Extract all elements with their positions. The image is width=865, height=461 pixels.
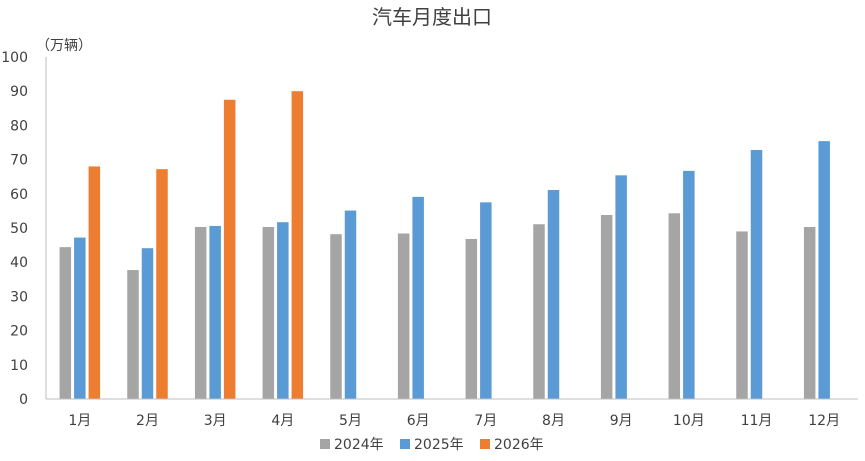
bar-2025年-7月 [480, 202, 492, 399]
legend-swatch [480, 439, 490, 449]
legend-swatch [320, 439, 330, 449]
bar-2024年-11月 [736, 231, 748, 399]
y-tick-label: 50 [10, 221, 28, 237]
x-tick-label: 9月 [610, 413, 633, 429]
legend: 2024年 2025年 2026年 [320, 437, 544, 453]
y-tick-label: 60 [10, 187, 28, 203]
legend-label: 2026年 [494, 437, 544, 453]
x-tick-label: 3月 [204, 413, 227, 429]
bar-2026年-3月 [223, 99, 236, 399]
x-tick-label: 8月 [542, 413, 565, 429]
bar-2026年-4月 [291, 91, 304, 399]
x-tick-label: 7月 [474, 413, 497, 429]
y-tick-label: 40 [10, 255, 28, 271]
y-tick-label: 100 [1, 50, 28, 66]
x-tick-label: 10月 [673, 413, 705, 429]
bar-2026年-1月 [88, 166, 101, 399]
bar-2025年-1月 [74, 237, 86, 399]
bar-2025年-12月 [818, 141, 830, 399]
bar-2024年-8月 [533, 224, 545, 399]
legend-label: 2024年 [334, 437, 384, 453]
bar-2024年-5月 [330, 234, 342, 399]
bar-2025年-4月 [277, 222, 289, 399]
bar-2024年-2月 [127, 270, 139, 399]
bar-2025年-5月 [344, 210, 357, 399]
legend-label: 2025年 [414, 437, 464, 453]
y-tick-label: 10 [10, 358, 28, 374]
x-tick-labels: 1月 2月 3月 4月 5月 6月 7月 8月 9月 10月 11月 12月 [68, 413, 840, 429]
x-tick-label: 11月 [741, 413, 773, 429]
bars [59, 91, 830, 399]
y-tick-label: 70 [10, 153, 28, 169]
x-tick-label: 5月 [339, 413, 362, 429]
bar-2025年-11月 [750, 150, 763, 399]
y-tick-labels: 0 10 20 30 40 50 60 70 80 90 100 [1, 50, 28, 408]
bar-2025年-10月 [683, 170, 695, 399]
bar-2024年-9月 [600, 215, 613, 399]
chart-title: 汽车月度出口 [372, 5, 492, 29]
y-unit-label: （万辆） [36, 38, 92, 54]
bar-2024年-4月 [262, 226, 275, 399]
bar-2024年-12月 [803, 226, 816, 399]
y-tick-label: 80 [10, 118, 28, 134]
bar-2026年-2月 [156, 169, 168, 399]
x-tick-label: 12月 [808, 413, 840, 429]
bar-2025年-3月 [209, 225, 221, 399]
x-tick-label: 4月 [271, 413, 294, 429]
x-tick-label: 1月 [68, 413, 91, 429]
bar-2024年-1月 [59, 247, 72, 399]
bar-2024年-7月 [465, 238, 478, 399]
x-tick-label: 6月 [407, 413, 430, 429]
bar-2024年-3月 [194, 226, 207, 399]
y-tick-label: 20 [10, 324, 28, 340]
bar-2024年-10月 [668, 213, 681, 399]
legend-swatch [400, 439, 410, 449]
bar-2025年-8月 [547, 190, 560, 399]
bar-2025年-9月 [615, 175, 627, 399]
bar-2025年-2月 [141, 248, 154, 399]
bar-2025年-6月 [412, 196, 424, 399]
x-tick-label: 2月 [136, 413, 159, 429]
y-tick-label: 90 [10, 84, 28, 100]
y-tick-label: 0 [19, 392, 28, 408]
bar-2024年-6月 [397, 233, 410, 399]
y-tick-label: 30 [10, 289, 28, 305]
